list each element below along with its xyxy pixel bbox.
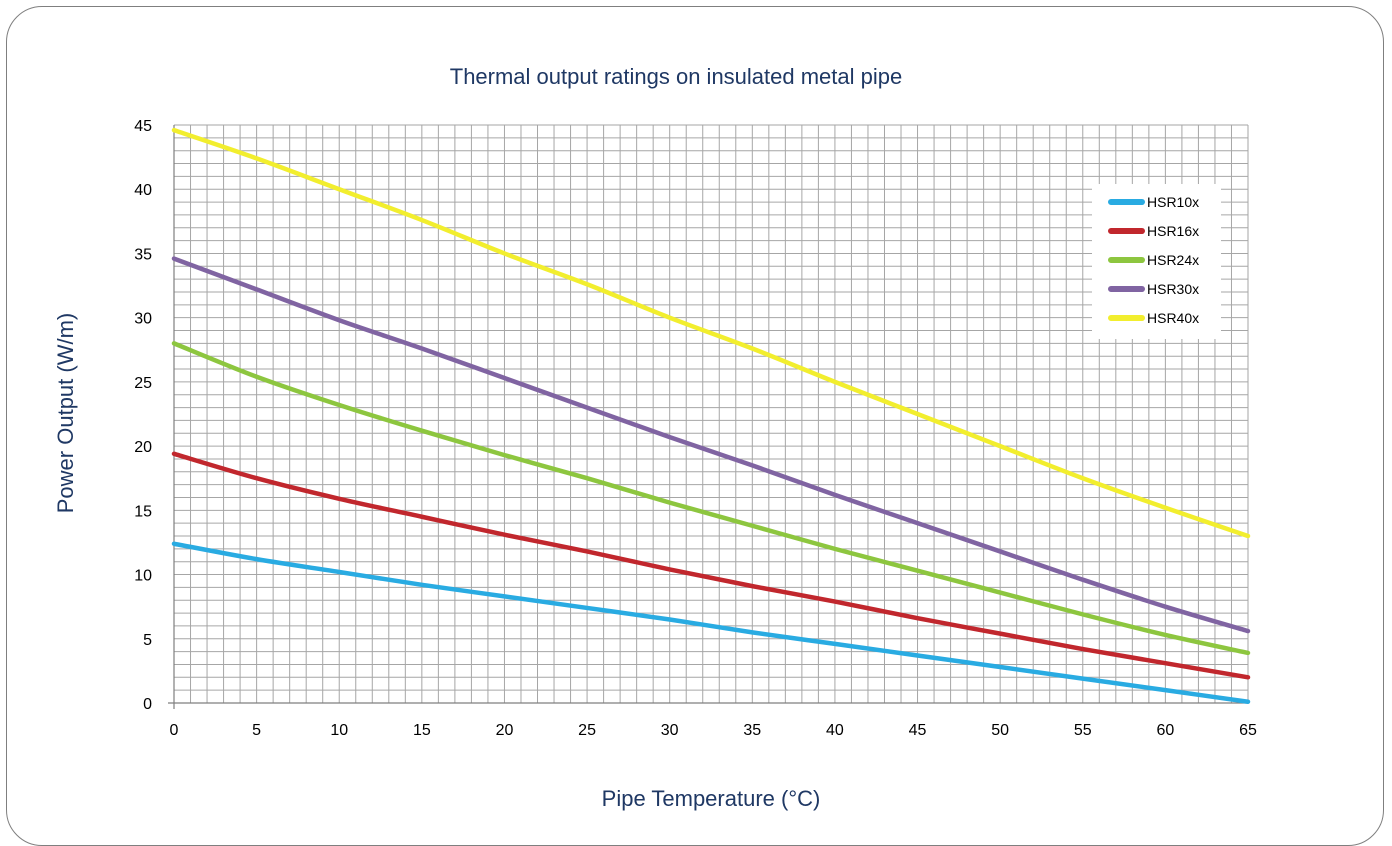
x-tick-label: 45 (909, 722, 927, 739)
y-tick-label: 35 (134, 246, 152, 263)
x-tick-label: 15 (413, 722, 431, 739)
x-tick-label: 10 (330, 722, 348, 739)
x-tick-label: 5 (252, 722, 261, 739)
legend-label-hsr40x: HSR40x (1147, 310, 1199, 326)
axes (168, 125, 1248, 709)
legend-label-hsr24x: HSR24x (1147, 252, 1199, 268)
series-line-hsr16x (171, 451, 1251, 680)
chart-frame (6, 6, 1384, 846)
legend: HSR10x HSR16x HSR24x HSR30x HSR40x (1092, 184, 1221, 339)
chart-title: Thermal output ratings on insulated meta… (449, 64, 903, 89)
x-axis-label: Pipe Temperature (°C) (601, 786, 821, 811)
series-line-hsr40x (171, 127, 1251, 539)
y-tick-label: 10 (134, 568, 152, 585)
series-line-hsr10x (171, 541, 1251, 704)
x-tick-label: 60 (1156, 722, 1174, 739)
x-tick-label: 55 (1074, 722, 1092, 739)
y-tick-label: 5 (143, 632, 152, 649)
x-tick-label: 25 (578, 722, 596, 739)
legend-label-hsr10x: HSR10x (1147, 194, 1199, 210)
x-tick-label: 65 (1239, 722, 1257, 739)
y-tick-label: 40 (134, 182, 152, 199)
x-tick-label: 35 (743, 722, 761, 739)
legend-label-hsr30x: HSR30x (1147, 281, 1199, 297)
y-tick-label: 30 (134, 311, 152, 328)
series-line-hsr24x (171, 341, 1251, 656)
series-line-hsr30x (171, 256, 1251, 634)
tick-labels: 0 5 10 15 20 25 30 35 40 45 50 55 60 65 0 5 10 15 20 25 30 35… (134, 118, 1257, 739)
y-tick-label: 0 (143, 696, 152, 713)
x-tick-label: 20 (496, 722, 514, 739)
y-tick-label: 20 (134, 439, 152, 456)
x-tick-label: 50 (991, 722, 1009, 739)
series-lines (171, 127, 1251, 704)
y-tick-label: 25 (134, 375, 152, 392)
x-tick-label: 30 (661, 722, 679, 739)
x-tick-label: 0 (170, 722, 179, 739)
x-tick-label: 40 (826, 722, 844, 739)
y-tick-label: 15 (134, 503, 152, 520)
legend-label-hsr16x: HSR16x (1147, 223, 1199, 239)
y-tick-label: 45 (134, 118, 152, 135)
